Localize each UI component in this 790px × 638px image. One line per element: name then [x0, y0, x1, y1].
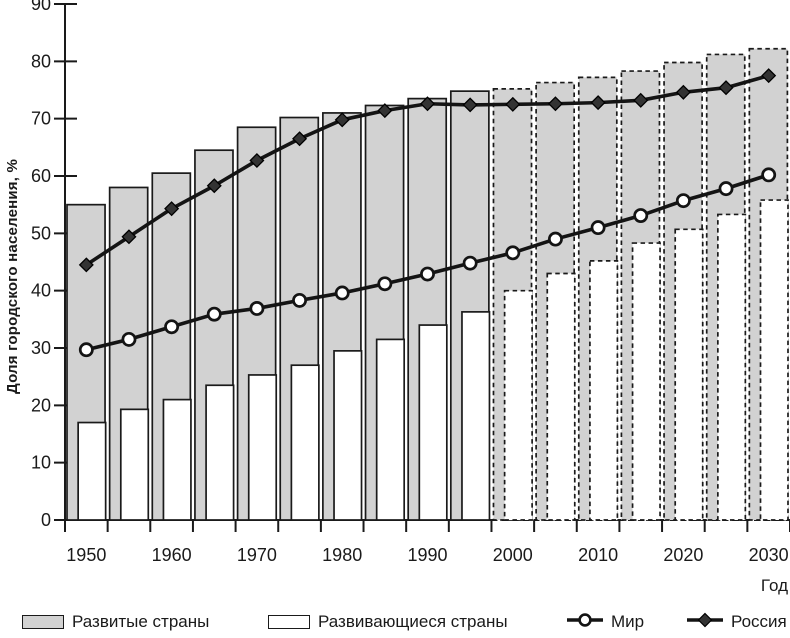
world-point-2010: [590, 220, 606, 236]
bar-developing-2020: [674, 228, 704, 521]
russia-line-marker-icon: [686, 612, 724, 633]
developed-bar-swatch-icon: [22, 615, 64, 629]
bar-developing-1995: [461, 311, 491, 521]
y-tick-label-40: 40: [31, 281, 51, 301]
x-tick-label-1970: 1970: [237, 545, 277, 565]
line-world: [78, 167, 777, 358]
russia-point-2015: [633, 92, 649, 108]
bar-developing-2005: [546, 272, 576, 521]
y-tick-label-20: 20: [31, 395, 51, 415]
world-line-marker-icon: [566, 612, 604, 633]
y-axis-title: Доля городского населения, %: [4, 158, 21, 394]
x-tick-label-2010: 2010: [578, 545, 618, 565]
x-tick-label-1980: 1980: [322, 545, 362, 565]
bar-developing-1990: [418, 324, 448, 521]
y-tick-label-30: 30: [31, 338, 51, 358]
bar-developing-2010: [589, 260, 619, 521]
world-point-2015: [633, 208, 649, 224]
russia-point-2000: [505, 96, 521, 112]
bar-developing-1980: [333, 350, 363, 521]
world-point-1975: [292, 292, 308, 308]
legend-item-developing: Развивающиеся страны: [268, 610, 508, 634]
russia-point-2030: [761, 68, 777, 84]
world-point-2020: [675, 193, 691, 209]
bar-developing-1970: [247, 374, 278, 521]
world-point-2005: [547, 231, 563, 247]
world-point-1960: [164, 319, 180, 335]
legend-label-world: Мир: [611, 612, 645, 631]
russia-point-1965: [206, 178, 222, 194]
legend: Развитые страны Развивающиеся страны Мир…: [0, 610, 790, 636]
russia-point-1995: [462, 97, 478, 113]
bar-developing-1975: [290, 364, 320, 521]
world-point-1990: [420, 266, 435, 282]
bar-developing-1950: [77, 421, 107, 521]
y-tick-label-70: 70: [31, 109, 51, 129]
x-tick-label-1950: 1950: [66, 545, 106, 565]
russia-point-1990: [419, 96, 436, 112]
y-tick-label-60: 60: [31, 166, 51, 186]
bar-developing-2000: [503, 289, 533, 521]
world-point-1950: [78, 342, 94, 358]
x-tick-label-2020: 2020: [663, 545, 703, 565]
y-tick-label-80: 80: [31, 51, 51, 71]
legend-item-russia: Россия: [686, 610, 787, 634]
y-tick-label-90: 90: [31, 0, 51, 14]
russia-point-2025: [718, 80, 734, 96]
y-tick-label-0: 0: [41, 510, 51, 530]
russia-point-1980: [334, 112, 350, 128]
world-point-1985: [377, 276, 393, 292]
world-point-1965: [206, 306, 222, 322]
bars: [66, 47, 789, 521]
bar-developing-2015: [631, 242, 661, 521]
line-russia: [78, 68, 777, 273]
russia-point-1955: [121, 229, 137, 245]
russia-point-1950: [78, 257, 94, 273]
legend-label-russia: Россия: [731, 612, 787, 631]
russia-point-1970: [249, 153, 265, 169]
bar-developing-1985: [375, 338, 406, 521]
x-tick-label-2000: 2000: [493, 545, 533, 565]
legend-item-world: Мир: [566, 610, 644, 634]
russia-point-1975: [292, 131, 308, 147]
russia-point-1960: [164, 201, 180, 217]
russia-point-1985: [377, 103, 393, 119]
bar-developing-1955: [119, 408, 150, 521]
x-axis: 1950 1960 1970 1980 1990 2000 2010 2020 2030: [64, 519, 790, 565]
world-point-1980: [334, 285, 350, 301]
world-point-2025: [718, 181, 734, 197]
x-tick-label-1990: 1990: [407, 545, 447, 565]
world-point-1995: [462, 255, 478, 271]
world-point-2000: [505, 245, 521, 261]
x-tick-label-2030: 2030: [749, 545, 789, 565]
y-tick-label-10: 10: [31, 453, 51, 473]
russia-point-2010: [590, 95, 606, 111]
bar-developing-2030: [759, 199, 789, 521]
legend-item-developed: Развитые страны: [22, 610, 209, 634]
developing-bar-swatch-icon: [268, 615, 310, 629]
russia-point-2020: [675, 84, 691, 100]
world-point-2030: [761, 167, 777, 183]
y-tick-label-50: 50: [31, 223, 51, 243]
bar-developing-1965: [205, 384, 235, 521]
legend-label-developing: Развивающиеся страны: [318, 612, 508, 631]
russia-point-2005: [547, 96, 563, 112]
world-point-1970: [249, 300, 265, 316]
world-point-1955: [121, 331, 137, 347]
x-tick-label-1960: 1960: [152, 545, 192, 565]
bar-developing-1960: [162, 398, 192, 521]
x-axis-title: Год: [760, 576, 788, 595]
bar-developing-2025: [717, 213, 747, 521]
legend-label-developed: Развитые страны: [72, 612, 210, 631]
